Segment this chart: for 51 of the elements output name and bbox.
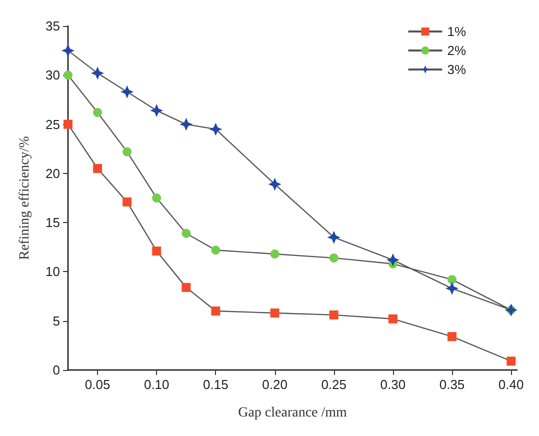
point [329, 310, 338, 320]
y-tick-label: 35 [46, 18, 60, 34]
x-tick-label: 0.40 [498, 377, 524, 392]
point [329, 253, 338, 262]
x-tick-label: 0.25 [321, 377, 347, 392]
point [506, 356, 516, 366]
legend-label: 2% [447, 43, 466, 58]
point [211, 306, 220, 316]
point [446, 282, 459, 295]
y-tick-label: 5 [52, 313, 60, 328]
point [62, 44, 74, 58]
point [152, 246, 162, 256]
point [120, 85, 134, 98]
y-tick-label: 30 [46, 68, 60, 83]
point [448, 275, 457, 284]
point [150, 104, 164, 118]
y-axis-title: Refining efficiency/% [18, 136, 32, 260]
point [93, 108, 102, 117]
point [182, 228, 191, 238]
point [180, 118, 193, 131]
point [93, 164, 102, 174]
x-tick-label: 0.05 [84, 377, 110, 392]
point [122, 147, 132, 156]
x-axis-title: Gap clearance /mm [238, 406, 348, 420]
point [209, 122, 222, 136]
x-tick-label: 0.30 [380, 377, 406, 392]
point [388, 314, 398, 324]
x-tick-label: 0.35 [439, 377, 465, 392]
point [152, 194, 162, 202]
point [386, 253, 400, 266]
point [448, 332, 457, 342]
point [268, 178, 282, 191]
point [122, 197, 132, 206]
y-tick-label: 20 [46, 166, 60, 181]
x-tick-label: 0.10 [144, 377, 170, 392]
point [211, 246, 220, 255]
point [64, 70, 72, 80]
legend-label: 1% [447, 24, 466, 39]
legend-label: 3% [447, 62, 466, 77]
point [270, 308, 280, 318]
y-tick-label: 15 [46, 215, 60, 230]
point [270, 250, 280, 259]
y-tick-label: 25 [46, 116, 60, 132]
point [182, 282, 191, 292]
y-tick-label: 0 [52, 362, 60, 378]
x-tick-label: 0.15 [203, 377, 228, 392]
y-tick-label: 10 [46, 264, 60, 280]
point [327, 230, 340, 244]
point [91, 66, 104, 80]
point [64, 120, 72, 129]
x-tick-label: 0.20 [262, 377, 288, 392]
